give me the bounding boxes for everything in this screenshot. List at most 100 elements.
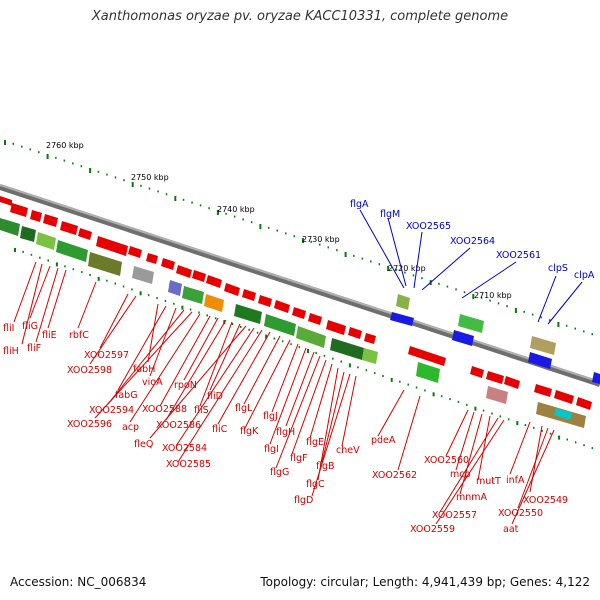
scale-tick [319, 243, 321, 246]
scale-tick [353, 254, 355, 257]
scale-tick [566, 438, 568, 441]
scale-tick [412, 274, 415, 277]
scale-tick [507, 418, 510, 421]
gene-arrow [128, 246, 142, 258]
scale-tick [432, 392, 435, 397]
scale-tick [340, 360, 342, 363]
gene-arrow [326, 320, 346, 335]
gene-label: flgC [306, 479, 325, 490]
scale-tick [482, 409, 485, 412]
gene-label: XOO2562 [372, 470, 417, 481]
gene-label: XOO2594 [89, 405, 134, 416]
scale-tick [438, 282, 440, 285]
scale-tick [165, 193, 168, 196]
scale-tick [139, 291, 142, 296]
gene-label: flgB [316, 461, 335, 472]
gene-label: fliG [22, 321, 38, 332]
gene-arrow [224, 283, 240, 296]
scale-tick [250, 221, 253, 224]
scale-tick [173, 302, 175, 305]
gene-label: fleQ [134, 439, 153, 450]
scale-label-2750: 2750 kbp [131, 173, 169, 182]
gene-arrow [43, 214, 58, 227]
gene-arrow [206, 275, 222, 288]
gene-label: XOO2557 [432, 510, 477, 521]
gene-label: XOO2585 [166, 459, 211, 470]
gene-label: fliE [42, 330, 57, 341]
scale-tick [516, 421, 519, 426]
scale-tick [199, 204, 202, 207]
scale-tick [514, 308, 517, 313]
scale-tick [387, 266, 390, 271]
scale-tick [533, 426, 535, 429]
gene-arrow [292, 307, 306, 319]
gene-arrow [274, 300, 290, 313]
gene-label: XOO2559 [410, 524, 455, 535]
scale-tick [558, 435, 561, 440]
scale-tick [256, 331, 259, 334]
scale-tick [206, 314, 208, 317]
scale-tick [248, 328, 250, 331]
scale-tick [131, 288, 133, 291]
scale-tick [106, 173, 108, 176]
scale-tick [72, 162, 74, 165]
scale-tick [466, 403, 468, 406]
scale-tick [310, 240, 312, 243]
scale-tick [524, 424, 527, 426]
scale-tick [293, 235, 295, 238]
scale-label-2740: 2740 kbp [217, 205, 255, 214]
gene-arrow [0, 196, 12, 206]
gene-label: XOO2596 [67, 419, 112, 430]
scale-tick [131, 182, 134, 187]
scale-tick [565, 324, 568, 327]
scale-tick [140, 184, 142, 187]
gene-label: XOO2549 [523, 495, 568, 506]
scale-tick [365, 369, 368, 372]
scale-tick [189, 308, 192, 311]
gene-label: XOO2560 [424, 455, 469, 466]
gene-label: fabH [133, 364, 155, 375]
scale-tick [374, 372, 376, 375]
gene-arrow [576, 397, 592, 410]
scale-tick [290, 343, 292, 346]
gene-arrow [60, 221, 78, 235]
gene-label: XOO2550 [498, 508, 543, 519]
scale-tick [327, 246, 329, 249]
red-connectors [13, 261, 555, 525]
scale-tick [240, 325, 242, 328]
gene-label: flgH [276, 427, 295, 438]
scale-tick [174, 196, 177, 201]
scale-tick [549, 432, 552, 435]
scale-tick [497, 302, 500, 305]
gene-arrow [242, 289, 256, 301]
scale-tick [591, 447, 594, 450]
gene-label: XOO2584 [162, 443, 207, 454]
scale-tick [399, 380, 401, 383]
scale-tick [55, 262, 58, 267]
scale-tick [281, 340, 284, 343]
topology-text: Topology: circular; Length: 4,941,439 bp… [260, 575, 590, 589]
gene-label: flgL [235, 403, 253, 414]
gene-label: clpA [574, 270, 595, 281]
gene-arrow [10, 203, 28, 217]
scale-tick [267, 226, 270, 229]
blue-connectors [359, 209, 583, 325]
scale-tick [47, 259, 49, 262]
scale-tick [72, 268, 75, 271]
scale-tick [541, 429, 543, 432]
scale-tick [233, 215, 236, 218]
scale-tick [39, 256, 41, 259]
gene-label: mnmA [456, 492, 488, 503]
scale-tick [164, 299, 167, 302]
scale-tick [147, 294, 150, 297]
scale-tick [424, 389, 426, 392]
scale-tick [46, 154, 49, 159]
scale-tick [506, 305, 508, 308]
gene-label: vioA [142, 377, 163, 388]
red-gene-labels: fliI fliH fliG fliF fliE rbfC XOO2597 XO… [3, 321, 568, 535]
scale-tick [489, 299, 491, 302]
scale-tick [181, 305, 184, 310]
scale-tick [63, 159, 66, 162]
scale-tick [216, 210, 219, 215]
